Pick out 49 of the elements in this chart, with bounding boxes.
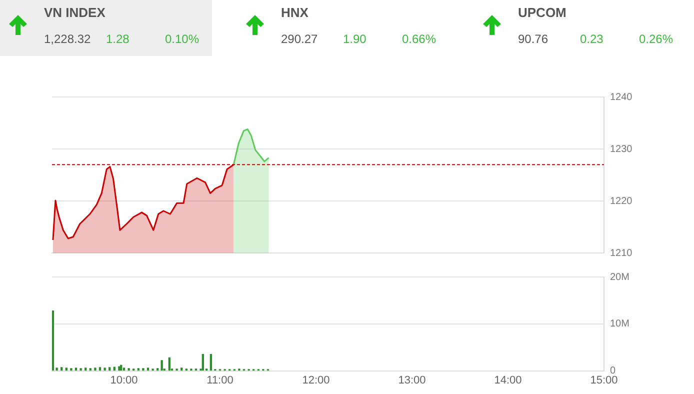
bar [74,368,78,371]
y-tick-label: 1210 [610,248,633,259]
text: 0.23 [580,32,604,46]
bar [70,368,72,371]
x-tick-label: 12:00 [302,374,330,386]
y-tick-label: 1240 [610,92,633,103]
text: 0.10% [165,32,200,46]
y-tick-label: 1220 [610,196,633,207]
x-tick-label: 10:00 [110,374,138,386]
x-tick-label: 11:00 [206,374,234,386]
bar [168,357,170,371]
x-tick-label: 15:00 [590,374,618,386]
y-tick-label: 10M [610,318,630,330]
text: 90.76 [518,32,548,46]
text: 290.27 [281,32,318,46]
bar [80,368,82,371]
y-tick-label: 1230 [610,144,633,155]
bar [65,368,68,371]
text: UPCOM [518,5,566,20]
text: 0.66% [402,32,436,46]
bar [52,310,54,371]
bar [84,368,87,371]
bar [156,368,159,371]
bar [202,354,204,371]
x-tick-label: 13:00 [398,374,426,386]
text: 1.28 [106,32,130,46]
bar [160,360,163,371]
bar [113,366,116,371]
bar [89,368,92,371]
text: 1,228.32 [44,32,91,46]
text: VN INDEX [44,5,106,20]
bar [98,367,102,371]
text: 1.90 [343,32,366,46]
bar [180,368,183,371]
bar [108,367,111,371]
x-tick-label: 14:00 [494,374,522,386]
bar [142,368,144,371]
y-tick-label: 20M [610,272,630,283]
y-tick-label: 0 [610,366,616,377]
text: 0.26% [639,32,674,46]
text: HNX [281,5,308,20]
bar [128,368,130,371]
bar [60,367,63,371]
bar [210,354,212,371]
bar [122,368,126,371]
bar [137,368,140,371]
bar [94,368,96,371]
bar [104,368,106,371]
bar [146,368,150,371]
